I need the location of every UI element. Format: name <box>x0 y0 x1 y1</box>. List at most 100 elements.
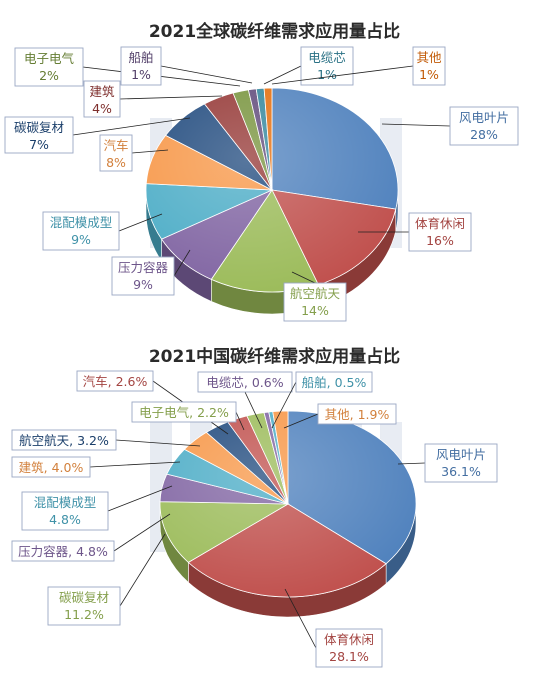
global-slice-value-10: 1% <box>317 67 337 82</box>
china-pie-highlight <box>160 411 416 597</box>
china-leader-line-6 <box>115 439 201 447</box>
china-slice-value-3: 4.8% <box>76 544 108 559</box>
china-leader-line-3 <box>113 513 171 552</box>
china-slice-name-6: 航空航天 <box>19 433 70 448</box>
china-slice-label-9: 电缆芯, 0.6% <box>206 375 283 390</box>
global-demand-chart: 风电叶片 28% 体育休闲 16% 航空航天 14% 压力容器 9% 混配模成型 9% 汽车 8% 碳碳… <box>0 0 549 334</box>
global-leader-line-11 <box>271 65 414 85</box>
global-slice-value-5: 8% <box>106 155 126 170</box>
global-label-box-9 <box>120 46 162 86</box>
global-slice-name-4: 混配模成型 <box>50 215 113 230</box>
global-slice-value-0: 28% <box>470 127 498 142</box>
china-slice-name-9: 电缆芯 <box>206 375 244 390</box>
global-slice-name-10: 电缆芯 <box>308 50 346 65</box>
china-slice-label-11: 其他, 1.9% <box>325 407 390 422</box>
global-pie-svg: 风电叶片 28% 体育休闲 16% 航空航天 14% 压力容器 9% 混配模成型 9% 汽车 8% 碳碳… <box>4 46 519 322</box>
global-leader-line-6 <box>72 117 191 136</box>
china-label-box-1 <box>315 628 383 668</box>
china-slice-label-7: 汽车, 2.6% <box>83 374 148 389</box>
global-slice-name-7: 建筑 <box>89 84 115 99</box>
global-leader-line-10 <box>263 65 302 85</box>
global-slice-value-3: 9% <box>133 277 153 292</box>
china-leader-line-11 <box>283 413 319 429</box>
global-slice-name-6: 碳碳复材 <box>14 120 64 135</box>
china-slice-label-5: 建筑, 4.0% <box>19 460 84 475</box>
global-leader-line-7 <box>119 95 223 100</box>
global-slice-value-8: 2% <box>39 68 59 83</box>
global-label-box-11 <box>412 46 446 86</box>
china-slice-value-7: 2.6% <box>116 374 148 389</box>
china-slice-name-8: 电子电气 <box>139 405 190 420</box>
global-label-box-8 <box>14 47 84 87</box>
global-slice-value-6: 7% <box>29 137 49 152</box>
global-slice-name-0: 风电叶片 <box>459 110 509 125</box>
china-label-box-9 <box>197 371 293 393</box>
china-label-box-0 <box>424 443 498 483</box>
china-leader-line-9 <box>244 391 263 429</box>
global-slice-name-5: 汽车 <box>103 138 128 153</box>
china-label-box-10 <box>295 371 373 393</box>
china-chart-title: 2021中国碳纤维需求应用量占比 <box>148 347 401 367</box>
global-leader-line-3 <box>173 249 191 277</box>
china-label-box-8 <box>131 401 237 423</box>
china-slice-value-0: 36.1% <box>441 464 481 479</box>
china-pie-svg: 风电叶片 36.1% 体育休闲 28.1% 碳碳复材 11.2% 压力容器, 4.8% 混配模… <box>11 370 498 668</box>
global-slice-value-11: 1% <box>419 67 439 82</box>
global-labels: 风电叶片 28% 体育休闲 16% 航空航天 14% 压力容器 9% 混配模成型 9% 汽车 8% 碳碳… <box>4 46 519 322</box>
china-slice-label-3: 压力容器, 4.8% <box>18 544 108 559</box>
china-leader-line-4 <box>107 485 173 512</box>
china-slice-value-8: 2.2% <box>197 405 229 420</box>
global-label-box-5 <box>99 134 133 172</box>
global-slice-name-3: 压力容器 <box>118 260 169 275</box>
china-leader-line-2 <box>119 533 166 607</box>
china-leader-line-5 <box>89 461 181 468</box>
china-leader-line-8 <box>235 411 245 431</box>
china-labels: 风电叶片 36.1% 体育休闲 28.1% 碳碳复材 11.2% 压力容器, 4.8% 混配模… <box>11 370 498 668</box>
china-slice-name-7: 汽车 <box>83 374 108 389</box>
china-slice-label-6: 航空航天, 3.2% <box>19 433 109 448</box>
global-slice-value-7: 4% <box>92 101 112 116</box>
global-label-box-3 <box>111 256 175 296</box>
china-slice-value-6: 3.2% <box>77 433 109 448</box>
china-slice-value-11: 1.9% <box>358 407 390 422</box>
global-slice-name-11: 其他 <box>416 50 442 65</box>
global-slice-value-2: 14% <box>301 303 329 318</box>
global-label-box-7 <box>83 80 121 118</box>
global-slice-name-8: 电子电气 <box>24 51 75 66</box>
global-slice-name-9: 船舶 <box>128 50 153 65</box>
china-slice-name-0: 风电叶片 <box>436 447 486 462</box>
china-slice-value-5: 4.0% <box>52 460 84 475</box>
global-label-box-1 <box>408 212 472 252</box>
china-label-box-7 <box>76 370 154 392</box>
china-slice-value-2: 11.2% <box>64 607 104 622</box>
global-leader-line-8 <box>82 66 241 87</box>
china-slice-value-1: 28.1% <box>329 649 369 664</box>
global-slice-value-1: 16% <box>426 233 454 248</box>
china-slice-value-4: 4.8% <box>49 512 81 527</box>
china-slice-value-9: 0.6% <box>252 375 284 390</box>
global-pie-highlight <box>146 88 398 292</box>
china-slice-value-10: 0.5% <box>335 375 367 390</box>
global-label-box-4 <box>42 211 120 251</box>
china-label-box-5 <box>11 456 91 478</box>
global-leader-line-9 <box>160 65 253 84</box>
global-slice-value-9: 1% <box>131 67 151 82</box>
global-leader-line-2 <box>291 271 316 284</box>
china-label-box-3 <box>11 540 115 562</box>
global-label-box-6 <box>4 116 74 154</box>
china-label-box-11 <box>317 403 397 425</box>
china-label-box-4 <box>21 491 109 531</box>
global-leader-line-0 <box>381 123 451 127</box>
global-label-box-2 <box>283 282 347 322</box>
china-demand-chart: 风电叶片 36.1% 体育休闲 28.1% 碳碳复材 11.2% 压力容器, 4.8% 混配模… <box>0 334 549 683</box>
china-slice-label-10: 船舶, 0.5% <box>302 375 367 390</box>
china-label-box-2 <box>47 586 121 626</box>
china-leader-line-10 <box>271 381 297 429</box>
china-slice-name-11: 其他 <box>325 407 351 422</box>
china-slice-name-3: 压力容器 <box>18 544 69 559</box>
global-slice-value-4: 9% <box>71 232 91 247</box>
global-leader-line-4 <box>118 213 163 232</box>
global-slice-name-2: 航空航天 <box>290 286 341 301</box>
china-label-box-6 <box>11 429 117 451</box>
global-leader-line-5 <box>131 149 169 154</box>
